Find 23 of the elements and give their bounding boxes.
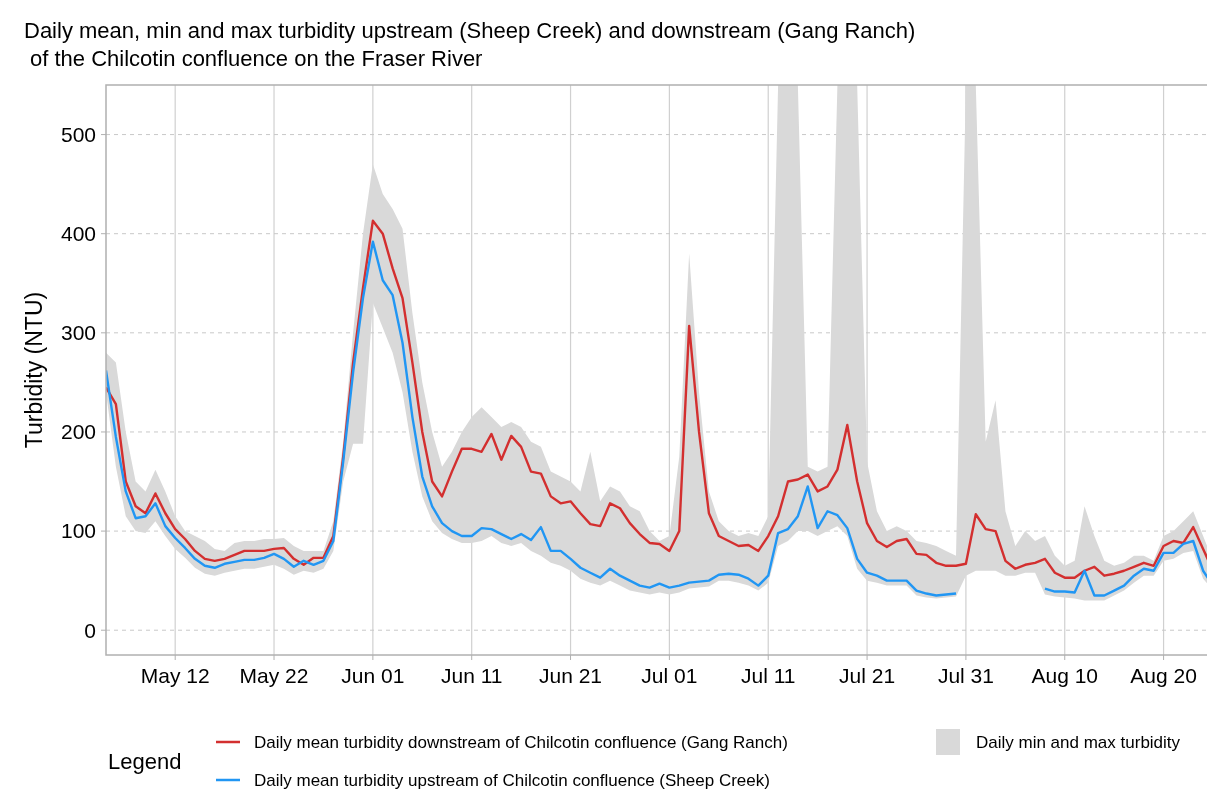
legend-label: Daily mean turbidity upstream of Chilcotin confluence (Sheep Creek): [254, 770, 770, 790]
y-tick-label: 100: [60, 519, 96, 543]
y-axis-title: Turbidity (NTU): [21, 291, 47, 449]
text: Daily min and max turbidity: [976, 732, 1181, 752]
x-tick-label: May 22: [239, 664, 309, 687]
legend-label: Daily mean turbidity downstream of Chilcotin confluence (Gang Ranch): [254, 732, 788, 752]
legend-title: Legend: [108, 749, 182, 774]
x-tick-label: Jul 21: [839, 664, 896, 687]
x-tick-label: Jun 01: [341, 664, 405, 687]
y-tick-label: 300: [60, 321, 96, 345]
y-tick-label: 500: [60, 122, 96, 146]
x-tick-label: Jun 11: [440, 664, 503, 687]
chart-title: Daily mean, min and max turbidity upstream (Sheep Creek) and downstream (Gang Ranch) of the Chilcotin confluence on the Fraser River: [24, 18, 916, 71]
x-tick-label: Jul 01: [641, 664, 698, 687]
x-tick-label: Aug 20: [1130, 664, 1197, 687]
y-tick-label: 400: [60, 222, 96, 246]
x-tick-label: Jul 11: [740, 664, 796, 687]
x-tick-label: Jun 21: [539, 664, 603, 687]
x-tick-label: May 12: [140, 664, 210, 687]
y-tick-label: 200: [60, 420, 96, 444]
x-tick-label: Jul 31: [937, 664, 994, 687]
y-tick-label: 0: [84, 618, 96, 642]
x-tick-label: Aug 10: [1031, 664, 1099, 687]
